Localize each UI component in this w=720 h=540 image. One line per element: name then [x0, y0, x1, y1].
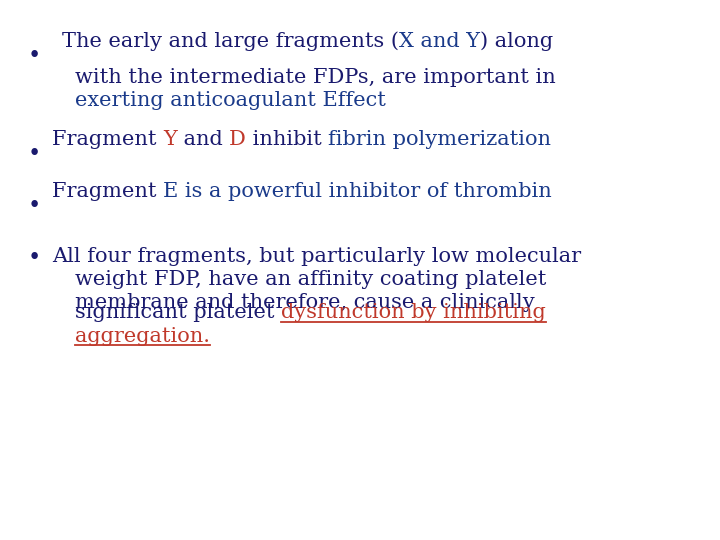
- Text: •: •: [28, 143, 41, 165]
- Text: The early and large fragments (: The early and large fragments (: [62, 31, 399, 51]
- Text: •: •: [28, 45, 41, 67]
- Text: •: •: [28, 247, 41, 269]
- Text: inhibit: inhibit: [246, 130, 328, 149]
- Text: D: D: [229, 130, 246, 149]
- Text: Fragment: Fragment: [52, 182, 163, 201]
- Text: •: •: [28, 195, 41, 217]
- Text: significant platelet: significant platelet: [75, 303, 281, 322]
- Text: aggregation.: aggregation.: [75, 327, 210, 346]
- Text: exerting anticoagulant Effect: exerting anticoagulant Effect: [75, 91, 386, 111]
- Text: Y: Y: [163, 130, 177, 149]
- Text: Fragment: Fragment: [52, 130, 163, 149]
- Text: ) along: ) along: [480, 31, 553, 51]
- Text: dysfunction by inhibiting: dysfunction by inhibiting: [281, 303, 546, 322]
- Text: weight FDP, have an affinity coating platelet: weight FDP, have an affinity coating pla…: [75, 270, 546, 289]
- Text: All four fragments, but particularly low molecular: All four fragments, but particularly low…: [52, 247, 581, 266]
- Text: and: and: [177, 130, 229, 149]
- Text: membrane and therefore, cause a clinically: membrane and therefore, cause a clinical…: [75, 293, 535, 312]
- Text: fibrin polymerization: fibrin polymerization: [328, 130, 552, 149]
- Text: X and Y: X and Y: [399, 32, 480, 51]
- Text: E is a powerful inhibitor of thrombin: E is a powerful inhibitor of thrombin: [163, 182, 552, 201]
- Text: with the intermediate FDPs, are important in: with the intermediate FDPs, are importan…: [75, 68, 556, 87]
